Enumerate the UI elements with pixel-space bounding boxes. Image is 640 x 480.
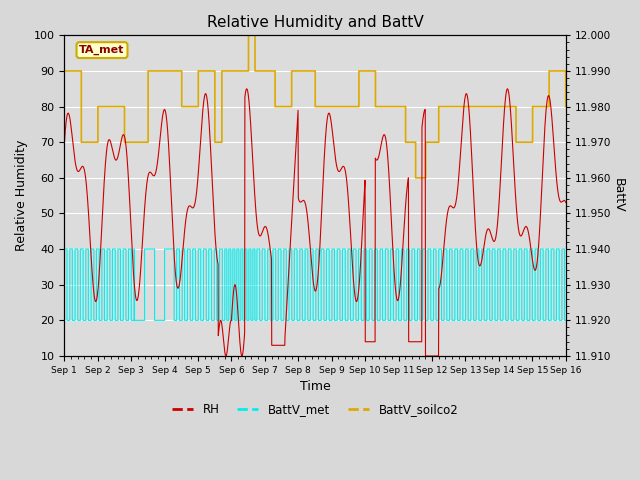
Title: Relative Humidity and BattV: Relative Humidity and BattV bbox=[207, 15, 424, 30]
X-axis label: Time: Time bbox=[300, 380, 330, 393]
Legend: RH, BattV_met, BattV_soilco2: RH, BattV_met, BattV_soilco2 bbox=[167, 398, 463, 420]
Y-axis label: Relative Humidity: Relative Humidity bbox=[15, 140, 28, 252]
Y-axis label: BattV: BattV bbox=[612, 179, 625, 213]
Text: TA_met: TA_met bbox=[79, 45, 125, 55]
